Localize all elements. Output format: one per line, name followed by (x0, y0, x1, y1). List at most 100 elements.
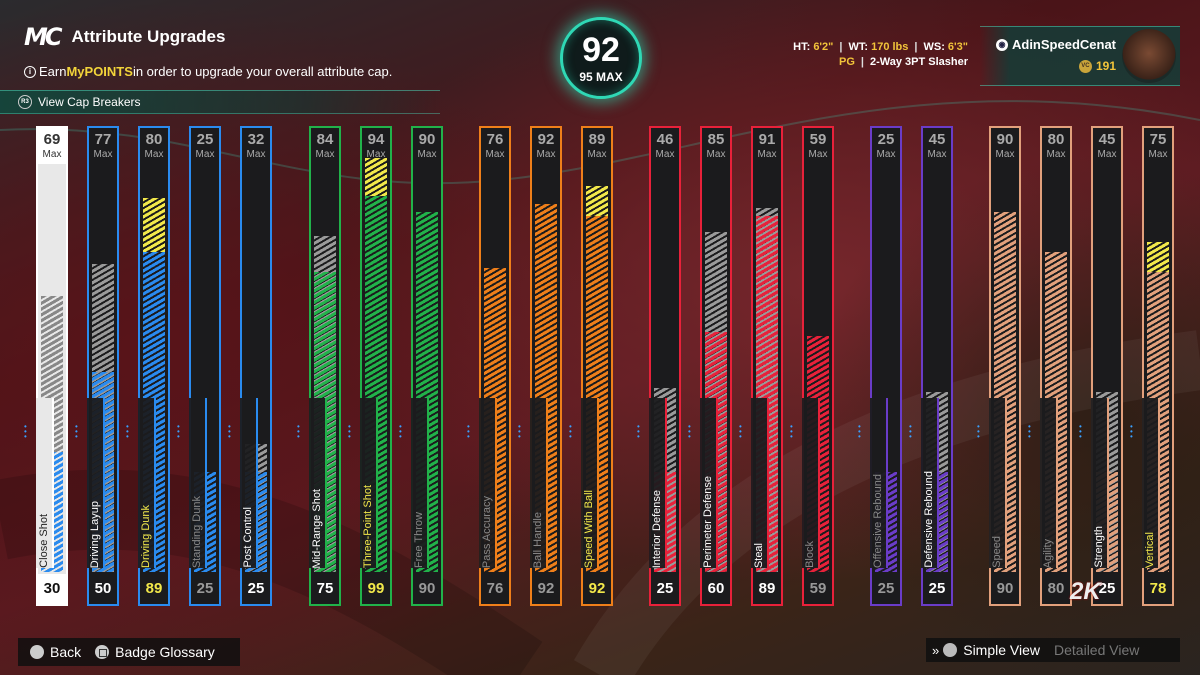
attribute-name: Perimeter Defense (702, 476, 714, 568)
attribute-name: Agility (1042, 538, 1054, 568)
attribute-dots-indicator: • • • (1028, 422, 1031, 441)
attribute-column[interactable]: 75 Max Vertical 78 • • • (1130, 126, 1174, 606)
attribute-cap: 75 Max (1144, 128, 1172, 164)
attribute-column[interactable]: 77 Max Driving Layup 50 • • • (75, 126, 119, 606)
attribute-current-value: 90 (996, 580, 1014, 597)
attribute-cap: 92 Max (532, 128, 560, 164)
attribute-column[interactable]: 32 Max Post Control 25 • • • (228, 126, 272, 606)
attribute-cap: 94 Max (362, 128, 390, 164)
archetype-value: 2-Way 3PT Slasher (869, 56, 968, 68)
attribute-max-label: Max (706, 149, 726, 160)
footer-left: Back Badge Glossary (18, 638, 240, 666)
attribute-cap-value: 94 (367, 131, 385, 148)
attribute-column[interactable]: 90 Max Speed 90 • • • (977, 126, 1021, 606)
player-avatar (1122, 29, 1176, 83)
attribute-label-tab: Speed (989, 398, 1007, 568)
attribute-column[interactable]: 91 Max Steal 89 • • • (739, 126, 783, 606)
attribute-cap-value: 80 (1047, 131, 1065, 148)
player-name: AdinSpeedCenat (1011, 37, 1116, 52)
vc-coin-icon: VC (1078, 59, 1092, 73)
attribute-dots-indicator: • • • (739, 422, 742, 441)
attribute-column[interactable]: 92 Max Ball Handle 92 • • • (518, 126, 562, 606)
wt-label: WT: (848, 41, 869, 53)
attribute-cap-value: 45 (1098, 131, 1116, 148)
attribute-max-label: Max (808, 149, 828, 160)
attribute-column[interactable]: 80 Max Agility 80 • • • (1028, 126, 1072, 606)
attribute-max-label: Max (587, 149, 607, 160)
attribute-cap: 25 Max (872, 128, 900, 164)
attribute-column[interactable]: 80 Max Driving Dunk 89 • • • (126, 126, 170, 606)
badge-glossary-button[interactable]: Badge Glossary (115, 644, 215, 660)
attribute-max-label: Max (93, 149, 113, 160)
attribute-upgrade-fill (586, 186, 608, 216)
simple-view-button[interactable]: Simple View (963, 642, 1041, 658)
attribute-dots-indicator: • • • (75, 422, 78, 441)
attribute-name: Vertical (1144, 531, 1156, 568)
attribute-label-tab: Perimeter Defense (700, 398, 718, 568)
attribute-cap-value: 89 (588, 131, 606, 148)
attribute-cap: 25 Max (191, 128, 219, 164)
height-value: 6'2" (813, 41, 834, 53)
attribute-current-value: 92 (588, 580, 606, 597)
attribute-name: Close Shot (38, 514, 50, 568)
attribute-column[interactable]: 25 Max Standing Dunk 25 • • • (177, 126, 221, 606)
position-value: PG (838, 56, 855, 68)
attribute-label-tab: Close Shot (36, 398, 54, 568)
attribute-cap: 89 Max (583, 128, 611, 164)
attribute-name: Speed With Ball (583, 489, 595, 568)
attribute-column[interactable]: 85 Max Perimeter Defense 60 • • • (688, 126, 732, 606)
attribute-dots-indicator: • • • (177, 422, 180, 441)
attribute-cap: 91 Max (753, 128, 781, 164)
attribute-current-value: 30 (38, 574, 66, 604)
attribute-column[interactable]: 94 Max Three-Point Shot 99 • • • (348, 126, 392, 606)
attribute-column[interactable]: 69 Max Close Shot 30 • • • (24, 126, 68, 606)
overall-value: 92 (582, 31, 620, 69)
view-cap-breakers-button[interactable]: R3 View Cap Breakers (0, 90, 440, 114)
attribute-column[interactable]: 76 Max Pass Accuracy 76 • • • (467, 126, 511, 606)
attribute-dots-indicator: • • • (348, 422, 351, 441)
attribute-current-value: 89 (145, 580, 163, 597)
attribute-current-value: 80 (1047, 580, 1065, 597)
back-button[interactable]: Back (50, 644, 82, 660)
attribute-cap: 84 Max (311, 128, 339, 164)
attribute-max-label: Max (876, 149, 896, 160)
attribute-upgrade-fill (143, 198, 165, 252)
attribute-cap: 90 Max (991, 128, 1019, 164)
attribute-current-value: 92 (537, 580, 555, 597)
attribute-dots-indicator: • • • (1130, 422, 1133, 441)
attribute-column[interactable]: 89 Max Speed With Ball 92 • • • (569, 126, 613, 606)
attribute-cap: 90 Max (413, 128, 441, 164)
attribute-column[interactable]: 25 Max Offensive Rebound 25 • • • (858, 126, 902, 606)
attribute-label-tab: Steal (751, 398, 769, 568)
attribute-max-label: Max (757, 149, 777, 160)
attribute-column[interactable]: 90 Max Free Throw 90 • • • (399, 126, 443, 606)
attribute-column[interactable]: 84 Max Mid-Range Shot 75 • • • (297, 126, 341, 606)
r3-button-icon: R3 (18, 95, 32, 109)
hint-text-post: in order to upgrade your overall attribu… (132, 64, 393, 79)
attribute-label-tab: Free Throw (411, 398, 429, 568)
attribute-dots-indicator: • • • (228, 422, 231, 441)
attribute-cap-value: 32 (247, 131, 265, 148)
attribute-max-label: Max (417, 149, 437, 160)
attribute-name: Standing Dunk (191, 495, 203, 568)
attribute-dots-indicator: • • • (399, 422, 402, 441)
weight-value: 170 lbs (871, 41, 909, 53)
attribute-cap: 32 Max (242, 128, 270, 164)
detailed-view-button[interactable]: Detailed View (1054, 642, 1140, 658)
attribute-column[interactable]: 59 Max Block 59 • • • (790, 126, 834, 606)
triangle-button-icon (943, 643, 958, 657)
attribute-current-value: 25 (877, 580, 895, 597)
attribute-name: Offensive Rebound (872, 474, 884, 568)
hint-text-pre: Earn (39, 64, 67, 79)
attribute-cap: 45 Max (923, 128, 951, 164)
attribute-cap-value: 90 (996, 131, 1014, 148)
attribute-max-label: Max (144, 149, 164, 160)
ws-label: WS: (923, 41, 945, 53)
attribute-column[interactable]: 45 Max Strength 25 • • • (1079, 126, 1123, 606)
overall-max: 95 MAX (579, 70, 623, 84)
attribute-cap: 45 Max (1093, 128, 1121, 164)
attribute-cap: 69 Max (38, 128, 66, 164)
attribute-column[interactable]: 45 Max Defensive Rebound 25 • • • (909, 126, 953, 606)
attribute-label-tab: Strength (1091, 398, 1109, 568)
attribute-column[interactable]: 46 Max Interior Defense 25 • • • (637, 126, 681, 606)
